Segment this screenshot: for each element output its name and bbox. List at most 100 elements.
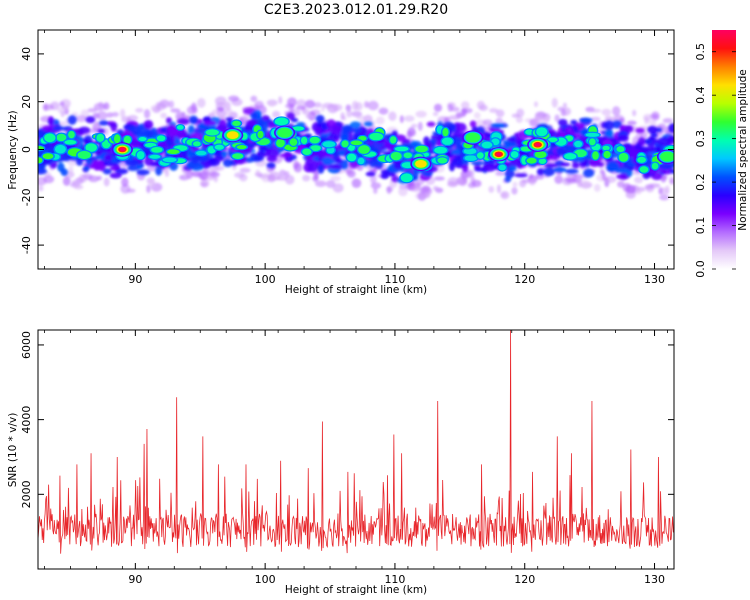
spectrogram-blob	[534, 151, 547, 159]
spectrogram-blob	[202, 167, 210, 176]
spectrogram-blob	[165, 141, 174, 146]
spectrogram-blob	[335, 158, 344, 164]
spectrogram-blob	[473, 111, 481, 119]
spectrogram-blob	[544, 163, 558, 168]
spectrogram-blob	[433, 103, 443, 113]
spectrogram-blob	[501, 192, 508, 198]
spectrogram-blob	[38, 157, 43, 164]
spectrogram-blob	[380, 172, 389, 180]
spectrogram-blob	[284, 171, 290, 178]
spectrogram-blob	[386, 185, 392, 195]
spectrogram-blob	[495, 117, 504, 126]
spectrogram-blob	[465, 169, 475, 178]
spectrogram-blob	[60, 168, 68, 176]
spectrogram-blob	[296, 99, 307, 108]
spectrogram-blob	[612, 106, 621, 117]
spectrogram-blob	[223, 108, 233, 117]
spectrogram-blob	[601, 108, 612, 116]
spectrogram-blob	[314, 180, 327, 188]
spectrogram-blob	[189, 115, 199, 125]
spectrogram-blob	[151, 146, 163, 153]
spectrogram-blob	[659, 194, 670, 201]
spectrogram-blob	[203, 120, 217, 126]
snr-y-axis-label: SNR (10 * v/v)	[7, 413, 19, 488]
spectrogram-blob	[57, 107, 63, 113]
spectrogram-blob	[596, 162, 605, 167]
spectrogram-blob	[88, 175, 100, 183]
colorbar-tick-label: 0.4	[694, 86, 707, 104]
spectrogram-blob	[192, 141, 201, 147]
spectrogram-blob	[388, 172, 397, 177]
spectrogram-blob	[426, 121, 436, 127]
spectrogram-blob	[288, 105, 295, 113]
colorbar-label: Normalized spectral amplitude	[737, 69, 749, 230]
spectrogram-blob	[469, 120, 477, 128]
spectrogram-blob	[123, 135, 132, 144]
spectrogram-blob	[373, 166, 378, 174]
spectrogram-blob	[526, 157, 537, 164]
y-tick-label: 20	[20, 95, 33, 109]
spectrogram-blob	[441, 137, 453, 145]
spectrogram-blob	[307, 163, 318, 172]
spectrogram-blob	[419, 192, 431, 199]
spectrogram-blob	[322, 141, 336, 148]
spectrogram-blob	[135, 108, 144, 113]
spectrogram-blob	[650, 131, 658, 138]
spectrogram-blob	[368, 158, 378, 168]
spectrogram-blob	[502, 140, 511, 145]
spectrogram-blob	[293, 162, 303, 173]
spectrogram-blob	[601, 172, 606, 181]
spectrogram-blob	[658, 187, 663, 195]
colorbar-tick-label: 0.5	[694, 43, 707, 61]
spectrogram-blob	[369, 132, 384, 141]
spectrogram-blob	[186, 170, 193, 180]
x-tick-label: 120	[514, 573, 535, 586]
spectrogram-panel: 90 100 110 120 130 -40 -20 0 20 40 Height of stra…	[7, 29, 675, 296]
spectrogram-blob	[254, 100, 264, 109]
spectrogram-blob	[351, 178, 362, 189]
spectrogram-ticks: 90 100 110 120 130 -40 -20 0 20 40	[20, 30, 674, 286]
spectrogram-blob	[47, 116, 55, 126]
spectrogram-blob	[64, 140, 77, 145]
spectrogram-blob	[612, 120, 622, 129]
spectrogram-blob	[225, 117, 234, 122]
spectrogram-blob	[581, 182, 593, 188]
spectrogram-blob	[400, 173, 413, 183]
spectrogram-blob	[156, 135, 166, 142]
spectrogram-blob	[127, 115, 139, 122]
colorbar-tick-label: 0.1	[694, 217, 707, 235]
x-tick-label: 110	[384, 273, 405, 286]
spectrogram-blob	[305, 108, 310, 119]
spectrogram-blob	[115, 168, 128, 175]
spectrogram-heatmap	[38, 95, 674, 201]
spectrogram-blob	[160, 112, 167, 119]
spectrogram-blob	[267, 101, 276, 107]
spectrogram-blob	[437, 157, 448, 164]
spectrogram-blob	[106, 112, 114, 118]
spectrogram-blob	[570, 119, 578, 125]
spectrogram-blob	[349, 121, 361, 129]
x-tick-label: 100	[255, 273, 276, 286]
y-tick-label: 4000	[20, 406, 33, 434]
spectrogram-blob	[187, 124, 195, 135]
spectrogram-blob	[328, 125, 342, 134]
spectrogram-blob	[639, 166, 649, 173]
spectrogram-blob	[38, 185, 44, 192]
x-tick-label: 90	[128, 273, 142, 286]
spectrogram-blob	[488, 185, 495, 193]
spectrogram-blob	[357, 157, 365, 165]
spectrogram-blob	[325, 180, 336, 189]
spectrogram-blob	[54, 144, 66, 154]
spectrogram-blob	[390, 136, 397, 144]
spectrogram-blob	[286, 112, 295, 120]
spectrogram-blob	[574, 140, 583, 148]
spectrogram-blob	[515, 116, 523, 124]
spectrogram-blob	[103, 102, 110, 110]
spectrogram-blob	[617, 180, 625, 188]
spectrogram-blob	[434, 146, 448, 154]
spectrogram-blob	[96, 133, 105, 142]
spectrogram-blob	[515, 138, 522, 146]
spectrogram-blob	[214, 165, 225, 171]
spectrogram-blob	[635, 127, 645, 134]
spectrogram-blob	[512, 181, 518, 188]
